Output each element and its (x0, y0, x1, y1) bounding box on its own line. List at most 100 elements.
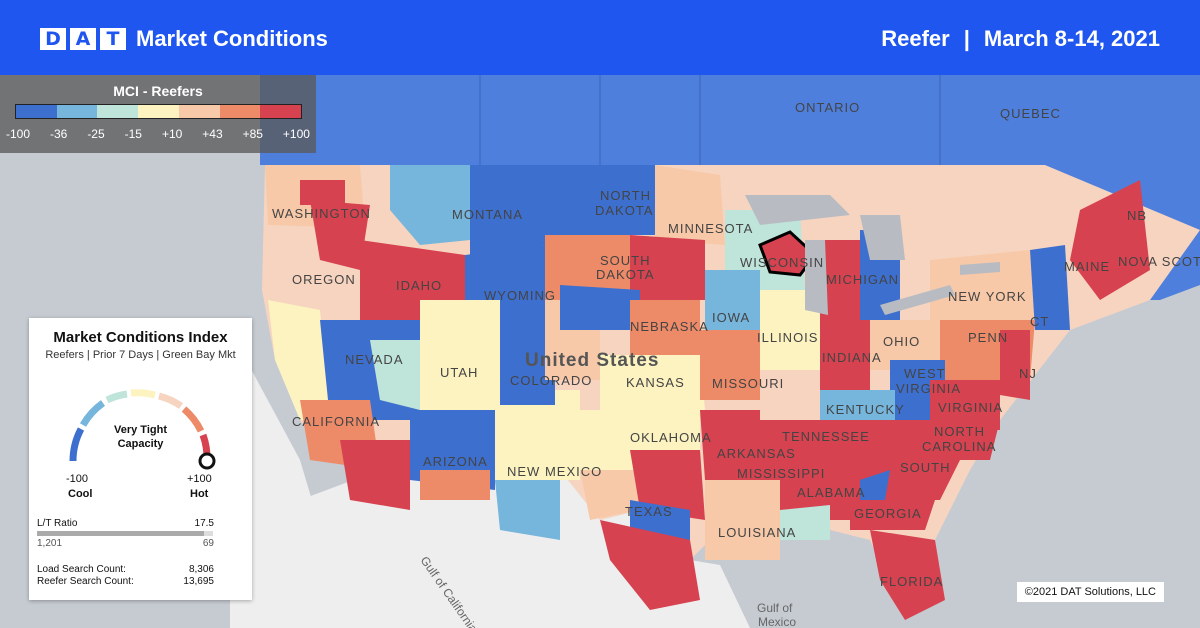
label-penn: PENN (968, 330, 1008, 345)
label-florida: FLORIDA (880, 574, 943, 589)
region-south-dakota-west[interactable] (545, 235, 630, 300)
legend-ticks: -100 -36 -25 -15 +10 +43 +85 +100 (6, 127, 310, 141)
label-new-mexico: NEW MEXICO (507, 464, 602, 479)
region-socal[interactable] (340, 440, 410, 510)
legend-tick: +43 (202, 127, 223, 141)
region-montana-west[interactable] (390, 165, 470, 245)
region-kansas[interactable] (600, 355, 705, 410)
region-arkansas[interactable] (700, 410, 760, 480)
region-arizona-south[interactable] (420, 470, 490, 500)
legend-swatch-2 (56, 105, 98, 118)
region-ohio[interactable] (870, 320, 940, 370)
gauge-indicator (198, 452, 216, 470)
region-minnesota[interactable] (655, 165, 725, 245)
label-oregon: OREGON (292, 272, 356, 287)
region-nj[interactable] (1000, 330, 1030, 400)
region-new-mexico[interactable] (495, 390, 580, 480)
gauge-status-line1: Very Tight (114, 424, 167, 436)
lt-loads-count: 1,201 (37, 538, 63, 549)
legend-tick: -25 (87, 127, 105, 141)
region-indiana[interactable] (820, 320, 870, 390)
label-arkansas: ARKANSAS (717, 446, 796, 461)
legend-tick: -100 (6, 127, 31, 141)
header-subtitle: Reefer | March 8-14, 2021 (881, 26, 1160, 52)
region-new-england[interactable] (1030, 245, 1070, 330)
legend-tick: -15 (124, 127, 142, 141)
label-north-carolina-1: NORTH (934, 424, 985, 439)
label-montana: MONTANA (452, 207, 523, 222)
label-colorado: COLORADO (510, 373, 592, 388)
reefer-search-label: Reefer Search Count: (37, 576, 134, 587)
region-colorado[interactable] (500, 320, 555, 405)
gauge-status-line2: Capacity (117, 438, 164, 450)
label-kentucky: KENTUCKY (826, 402, 905, 417)
label-ct: CT (1030, 314, 1049, 329)
label-wisconsin: WISCONSIN (740, 255, 824, 270)
label-wyoming: WYOMING (484, 288, 556, 303)
label-nevada: NEVADA (345, 352, 404, 367)
lt-trucks-count: 69 (202, 538, 214, 549)
label-north-carolina-2: CAROLINA (922, 439, 996, 454)
region-maine[interactable] (1070, 180, 1150, 300)
map-labels: ONTARIO QUEBEC NB NOVA SCOTIA WASHINGTON… (272, 100, 1200, 628)
region-texas-west[interactable] (580, 470, 640, 520)
region-baja (230, 330, 350, 628)
region-gulf-coast[interactable] (780, 505, 830, 540)
region-texas-south[interactable] (600, 520, 700, 610)
region-utah[interactable] (420, 300, 500, 410)
label-texas: TEXAS (625, 504, 673, 519)
load-search-label: Load Search Count: (37, 564, 126, 575)
region-virginia[interactable] (930, 380, 1000, 430)
region-south-carolina[interactable] (870, 460, 960, 500)
header-bar: D A T Market Conditions Reefer | March 8… (0, 0, 1200, 75)
region-louisiana[interactable] (705, 480, 780, 560)
region-texas-north[interactable] (630, 450, 705, 520)
label-virginia: VIRGINIA (938, 400, 1003, 415)
region-nebraska[interactable] (630, 300, 700, 360)
region-iowa[interactable] (705, 270, 760, 330)
label-idaho: IDAHO (396, 278, 442, 293)
region-missouri[interactable] (700, 330, 760, 400)
legend-swatch-1 (16, 105, 57, 118)
region-michigan[interactable] (820, 240, 865, 320)
lake-erie (880, 285, 955, 315)
region-north-dakota[interactable] (570, 165, 655, 235)
region-el-paso[interactable] (495, 480, 560, 540)
logo-letter-t: T (100, 28, 126, 50)
mci-gauge (69, 389, 216, 470)
region-florida[interactable] (870, 530, 945, 620)
gauge-max-value: +100 (187, 473, 212, 485)
equipment-type: Reefer (881, 26, 950, 51)
label-alabama: ALABAMA (797, 485, 865, 500)
label-nj: NJ (1019, 366, 1037, 381)
region-georgia[interactable] (850, 500, 935, 530)
label-indiana: INDIANA (822, 350, 882, 365)
page-title: Market Conditions (136, 26, 328, 51)
label-kansas: KANSAS (626, 375, 685, 390)
label-louisiana: LOUISIANA (718, 525, 796, 540)
region-nevada-south[interactable] (370, 340, 420, 410)
region-new-york[interactable] (930, 250, 1040, 320)
label-minnesota: MINNESOTA (668, 221, 753, 236)
region-seattle[interactable] (300, 180, 345, 205)
legend-tick: +85 (242, 127, 263, 141)
label-north-dakota-2: DAKOTA (595, 203, 654, 218)
choropleth-map[interactable]: ONTARIO QUEBEC NB NOVA SCOTIA WASHINGTON… (0, 75, 1200, 628)
label-west-virginia-2: VIRGINIA (896, 381, 961, 396)
legend-tick: +100 (282, 127, 310, 141)
label-gulf-of-mexico-1: Gulf of (757, 601, 793, 615)
region-tennessee[interactable] (760, 420, 870, 450)
region-oregon-east[interactable] (310, 200, 370, 270)
label-united-states: United States (525, 350, 659, 371)
label-oklahoma: OKLAHOMA (630, 430, 712, 445)
region-nebraska-west[interactable] (560, 285, 640, 330)
region-north-carolina[interactable] (870, 420, 1000, 460)
lt-ratio-bar (37, 531, 213, 536)
label-missouri: MISSOURI (712, 376, 784, 391)
gauge-status: Very Tight Capacity (29, 423, 252, 451)
region-oregon-south[interactable] (268, 300, 330, 420)
lt-ratio-label: L/T Ratio (37, 518, 78, 529)
legend-title: MCI - Reefers (113, 83, 203, 99)
region-atlanta[interactable] (860, 470, 890, 500)
region-south-dakota-east[interactable] (630, 235, 705, 300)
